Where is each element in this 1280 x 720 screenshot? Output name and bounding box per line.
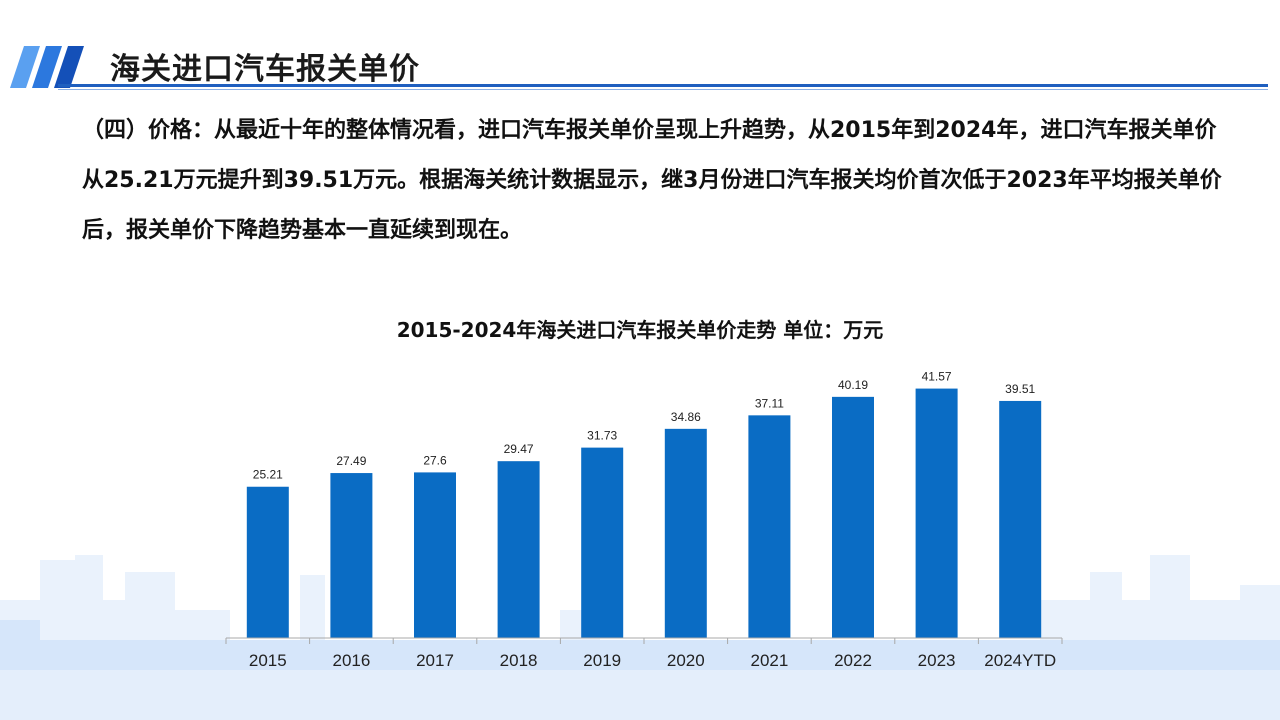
bar: [497, 461, 540, 638]
header-stripes-icon: [10, 46, 84, 88]
x-tick-label: 2015: [249, 651, 287, 670]
chart-title: 2015-2024年海关进口汽车报关单价走势 单位：万元: [396, 318, 884, 342]
data-label: 41.57: [922, 370, 952, 384]
data-label: 31.73: [587, 429, 617, 443]
bar: [330, 473, 373, 638]
title-underline-thin: [58, 89, 1268, 90]
bar: [999, 400, 1042, 638]
bar: [414, 472, 456, 638]
data-label: 27.6: [423, 453, 447, 467]
data-label: 40.19: [838, 378, 868, 392]
bar: [748, 415, 791, 638]
x-tick-label: 2018: [500, 651, 538, 670]
data-label: 34.86: [671, 410, 701, 424]
x-tick-label: 2022: [834, 651, 872, 670]
page-title: 海关进口汽车报关单价: [110, 52, 420, 87]
x-tick-label: 2024YTD: [984, 651, 1056, 670]
summary-paragraph: （四）价格：从最近十年的整体情况看，进口汽车报关单价呈现上升趋势，从2015年到…: [82, 118, 1222, 243]
data-label: 29.47: [504, 442, 534, 456]
data-label: 27.49: [336, 454, 366, 468]
bar: [581, 447, 624, 638]
bar: [915, 388, 958, 638]
bar: [832, 396, 874, 638]
data-label: 37.11: [755, 396, 784, 410]
x-tick-label: 2017: [416, 651, 454, 670]
title-underline: [58, 84, 1268, 87]
data-label: 39.51: [1005, 382, 1035, 396]
bar: [664, 428, 707, 638]
x-tick-label: 2019: [583, 651, 621, 670]
bar: [246, 486, 289, 638]
x-tick-label: 2021: [750, 651, 788, 670]
x-tick-label: 2016: [332, 651, 370, 670]
x-tick-label: 2023: [918, 651, 956, 670]
data-label: 25.21: [253, 468, 283, 482]
x-tick-label: 2020: [667, 651, 705, 670]
